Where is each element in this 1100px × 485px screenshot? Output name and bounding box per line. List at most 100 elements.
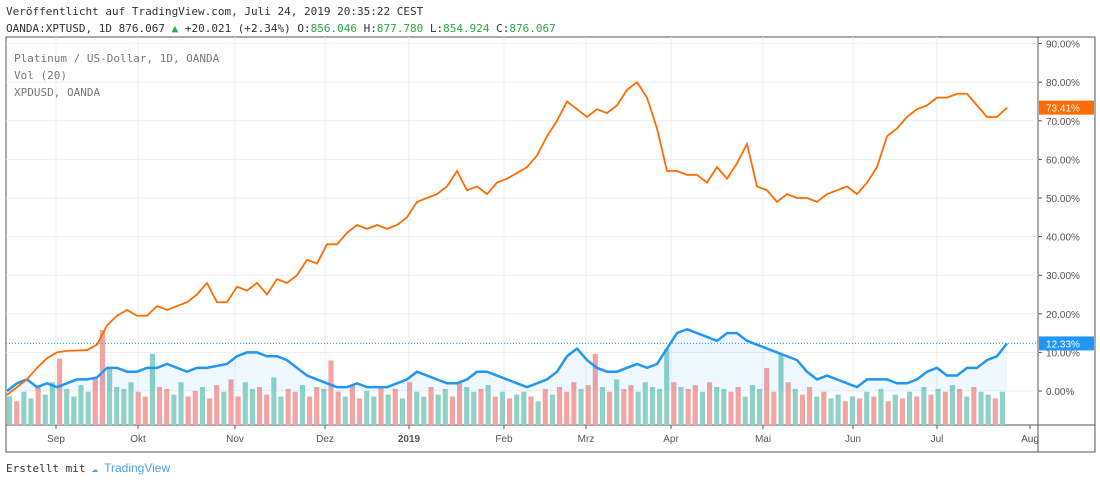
volume-bar xyxy=(414,391,420,425)
volume-bar xyxy=(264,394,270,425)
volume-bar xyxy=(157,387,163,425)
volume-bar xyxy=(257,387,263,425)
volume-bar xyxy=(899,398,905,425)
volume-bar xyxy=(142,396,148,425)
tradingview-logo-icon[interactable]: ☁ xyxy=(91,461,99,475)
volume-bar xyxy=(614,379,620,425)
volume-bar xyxy=(785,382,791,425)
tradingview-link[interactable]: TradingView xyxy=(104,461,171,475)
volume-bar xyxy=(342,396,348,425)
volume-bar xyxy=(228,379,234,425)
y-tick-label: 10.00% xyxy=(1046,348,1080,359)
up-triangle-icon: ▲ xyxy=(171,22,179,35)
volume-bar xyxy=(371,396,377,425)
legend-platinum[interactable]: Platinum / US-Dollar, 1D, OANDA xyxy=(14,52,220,65)
volume-bar xyxy=(607,391,613,425)
y-tick-label: 20.00% xyxy=(1046,310,1080,321)
volume-bar xyxy=(442,388,448,425)
y-tick-label: 0.00% xyxy=(1046,387,1074,398)
volume-bar xyxy=(999,391,1005,425)
symbol-info: OANDA:XPTUSD, 1D 876.067 ▲ +20.021 (+2.3… xyxy=(6,22,556,35)
volume-bar xyxy=(349,385,355,425)
volume-bar xyxy=(42,394,48,425)
volume-bar xyxy=(35,387,41,425)
volume-bar xyxy=(464,387,470,425)
volume-bar xyxy=(857,398,863,425)
volume-bar xyxy=(235,396,241,425)
volume-bar xyxy=(578,388,584,425)
volume-bar xyxy=(7,396,13,425)
legend-palladium[interactable]: XPDUSD, OANDA xyxy=(14,86,101,99)
low-value: 854.924 xyxy=(443,22,490,35)
volume-bar xyxy=(449,396,455,425)
volume-bar xyxy=(271,377,277,425)
volume-bar xyxy=(149,353,155,425)
volume-bar xyxy=(249,388,255,425)
open-label: O: xyxy=(297,22,311,35)
volume-bar xyxy=(521,391,527,425)
volume-bar xyxy=(221,391,227,425)
volume-bar xyxy=(935,388,941,425)
volume-bar xyxy=(457,382,463,425)
volume-bar xyxy=(992,398,998,425)
volume-bar xyxy=(435,394,441,425)
volume-bar xyxy=(864,391,870,425)
volume-bar xyxy=(685,388,691,425)
volume-bar xyxy=(878,388,884,425)
platinum-last-label: 73.41% xyxy=(1046,104,1080,115)
volume-bar xyxy=(92,377,98,425)
x-tick-label: Mai xyxy=(755,434,771,445)
volume-bar xyxy=(807,387,813,425)
x-tick-label: Jun xyxy=(845,434,861,445)
volume-bar xyxy=(299,385,305,425)
volume-bar xyxy=(707,382,713,425)
volume-bar xyxy=(71,396,77,425)
volume-bar xyxy=(599,387,605,425)
volume-bar xyxy=(207,398,213,425)
volume-bar xyxy=(507,398,513,425)
x-tick-label: Jul xyxy=(931,434,944,445)
volume-bar xyxy=(821,391,827,425)
volume-bar xyxy=(628,385,634,425)
volume-bar xyxy=(14,401,20,425)
volume-bar xyxy=(964,396,970,425)
x-tick-label: Sep xyxy=(47,434,65,445)
volume-bar xyxy=(571,382,577,425)
volume-bar xyxy=(585,385,591,425)
volume-bar xyxy=(357,398,363,425)
volume-bar xyxy=(749,385,755,425)
volume-bar xyxy=(278,396,284,425)
volume-bar xyxy=(178,382,184,425)
volume-bar xyxy=(714,387,720,425)
volume-bar xyxy=(978,391,984,425)
volume-bar xyxy=(407,382,413,425)
volume-bar xyxy=(528,396,534,425)
volume-bar xyxy=(792,388,798,425)
volume-bar xyxy=(814,396,820,425)
volume-bar xyxy=(892,394,898,425)
volume-bar xyxy=(942,391,948,425)
volume-bar xyxy=(664,349,670,425)
x-tick-label: Aug xyxy=(1021,434,1039,445)
volume-bar xyxy=(21,391,27,425)
palladium-area xyxy=(7,329,1007,391)
volume-bar xyxy=(364,390,370,425)
y-tick-label: 60.00% xyxy=(1046,155,1080,166)
volume-bar xyxy=(907,391,913,425)
x-tick-label: Dez xyxy=(316,434,334,445)
x-tick-label: Okt xyxy=(130,434,146,445)
volume-bar xyxy=(621,388,627,425)
volume-bar xyxy=(885,401,891,425)
volume-bar xyxy=(478,388,484,425)
y-tick-label: 70.00% xyxy=(1046,117,1080,128)
volume-bar xyxy=(635,391,641,425)
high-label: H: xyxy=(363,22,377,35)
legend-volume[interactable]: Vol (20) xyxy=(14,69,67,82)
volume-bar xyxy=(421,396,427,425)
volume-bar xyxy=(335,391,341,425)
chart-frame xyxy=(5,36,1096,453)
volume-bar xyxy=(971,387,977,425)
y-tick-label: 30.00% xyxy=(1046,271,1080,282)
volume-bar xyxy=(678,387,684,425)
